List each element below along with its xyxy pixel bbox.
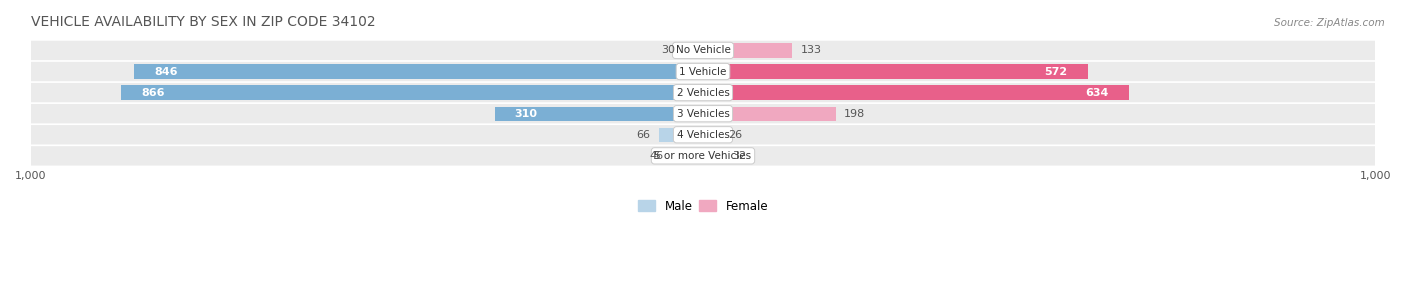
Text: 30: 30: [661, 45, 675, 55]
Text: Source: ZipAtlas.com: Source: ZipAtlas.com: [1274, 18, 1385, 28]
FancyBboxPatch shape: [31, 146, 1375, 166]
FancyBboxPatch shape: [31, 104, 1375, 123]
Text: 66: 66: [637, 130, 651, 140]
FancyBboxPatch shape: [31, 41, 1375, 60]
Bar: [703, 128, 720, 142]
Bar: [672, 149, 703, 163]
Legend: Male, Female: Male, Female: [633, 195, 773, 218]
Text: 5 or more Vehicles: 5 or more Vehicles: [654, 151, 752, 161]
Text: 1 Vehicle: 1 Vehicle: [679, 66, 727, 76]
Text: 133: 133: [800, 45, 821, 55]
Bar: [703, 43, 793, 58]
Text: 46: 46: [650, 151, 664, 161]
Bar: [703, 149, 724, 163]
Text: 310: 310: [515, 109, 537, 119]
Bar: [703, 64, 1087, 79]
Text: 2 Vehicles: 2 Vehicles: [676, 88, 730, 98]
Text: 572: 572: [1045, 66, 1067, 76]
Bar: [703, 85, 1129, 100]
Bar: [703, 106, 837, 121]
Bar: [658, 128, 703, 142]
Bar: [683, 43, 703, 58]
Text: 634: 634: [1085, 88, 1109, 98]
Text: VEHICLE AVAILABILITY BY SEX IN ZIP CODE 34102: VEHICLE AVAILABILITY BY SEX IN ZIP CODE …: [31, 15, 375, 29]
Text: 846: 846: [155, 66, 179, 76]
FancyBboxPatch shape: [31, 83, 1375, 102]
Bar: [121, 85, 703, 100]
Text: 3 Vehicles: 3 Vehicles: [676, 109, 730, 119]
Text: No Vehicle: No Vehicle: [675, 45, 731, 55]
Bar: [135, 64, 703, 79]
Text: 198: 198: [844, 109, 866, 119]
FancyBboxPatch shape: [31, 125, 1375, 144]
Text: 4 Vehicles: 4 Vehicles: [676, 130, 730, 140]
Bar: [495, 106, 703, 121]
FancyBboxPatch shape: [31, 62, 1375, 81]
Text: 26: 26: [728, 130, 742, 140]
Text: 32: 32: [733, 151, 747, 161]
Text: 866: 866: [141, 88, 165, 98]
